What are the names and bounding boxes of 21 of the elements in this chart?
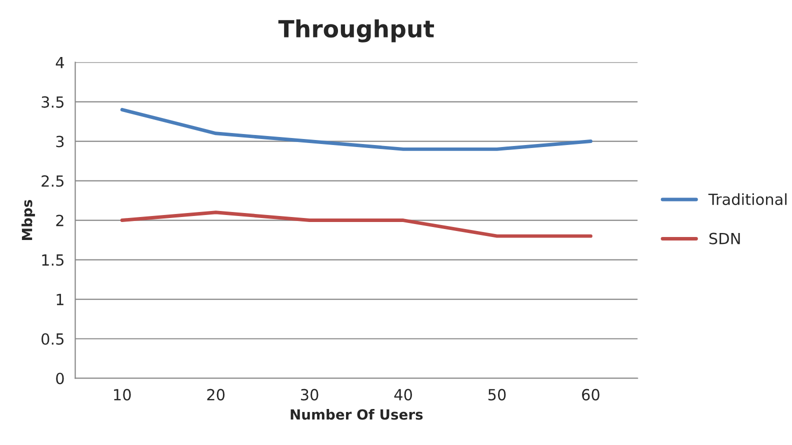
x-tick-label: 50 — [488, 388, 506, 400]
x-tick-label: 30 — [300, 388, 318, 400]
x-axis-title: Number Of Users — [290, 409, 423, 420]
y-tick-label: 2.5 — [42, 175, 64, 187]
chart-title: Throughput — [278, 19, 434, 42]
y-axis-title: Mbps — [22, 200, 35, 240]
y-tick-label: 0 — [56, 372, 64, 384]
y-tick-label: 3.5 — [42, 96, 64, 108]
line-series — [120, 108, 592, 151]
y-tick-label: 4 — [56, 56, 64, 68]
y-tick-label: 0.5 — [42, 333, 64, 345]
y-tick-label: 1.5 — [42, 254, 64, 266]
y-tick-label: 3 — [56, 136, 64, 148]
x-tick-label: 20 — [207, 388, 225, 400]
legend-label: Traditional — [708, 193, 786, 206]
y-tick-label: 1 — [56, 294, 64, 306]
x-tick-label: 40 — [394, 388, 412, 400]
x-tick-label: 10 — [114, 388, 131, 400]
legend-label: SDN — [709, 232, 740, 244]
x-tick-label: 60 — [582, 388, 600, 400]
y-tick-label: 2 — [56, 214, 64, 226]
